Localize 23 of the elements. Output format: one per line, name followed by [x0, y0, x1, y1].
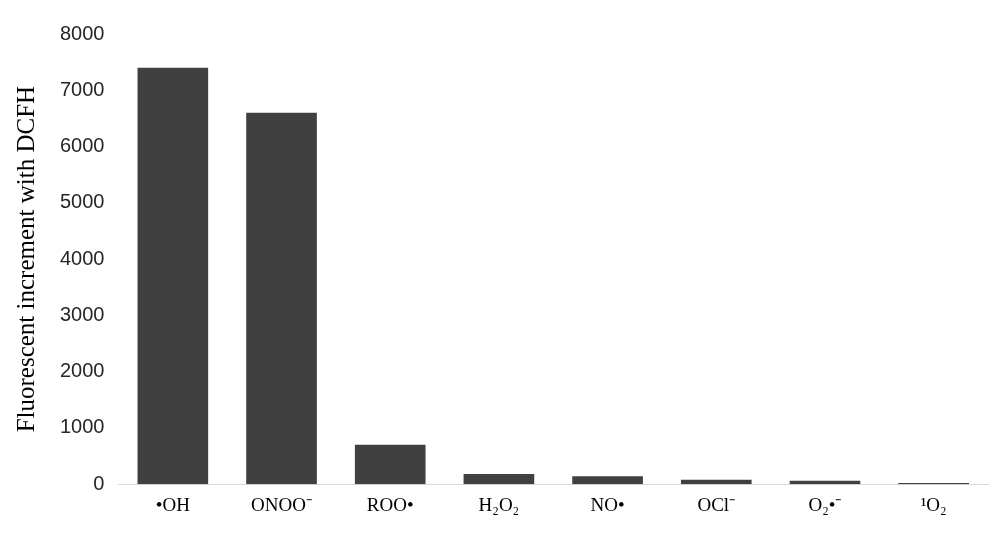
x-tick-label: ROO• [366, 493, 414, 515]
y-tick-label: 1000 [59, 415, 105, 438]
y-axis-title: Fluorescent increment with DCFH [11, 85, 39, 433]
bar [463, 474, 535, 485]
x-tick-label: H₂O₂ [478, 493, 520, 515]
x-tick-label: ¹O₂ [920, 493, 947, 515]
x-tick-label: •OH [155, 493, 191, 515]
y-tick-label: 7000 [59, 77, 105, 100]
bar [246, 112, 317, 485]
bar [572, 476, 643, 485]
y-tick-label: 6000 [59, 134, 105, 157]
x-tick-label: NO• [590, 493, 625, 515]
x-tick-label: ONOO⁻ [251, 493, 312, 515]
y-tick-label: 4000 [59, 246, 105, 269]
x-tick-label: O₂•⁻ [808, 493, 842, 515]
y-tick-label: 8000 [59, 21, 105, 44]
bar [137, 67, 209, 485]
y-tick-label: 5000 [59, 190, 105, 213]
x-tick-label: OCl⁻ [697, 493, 736, 515]
y-tick-label: 0 [93, 471, 105, 494]
bar [354, 444, 426, 485]
y-tick-label: 2000 [59, 359, 105, 382]
y-tick-label: 3000 [59, 302, 105, 325]
